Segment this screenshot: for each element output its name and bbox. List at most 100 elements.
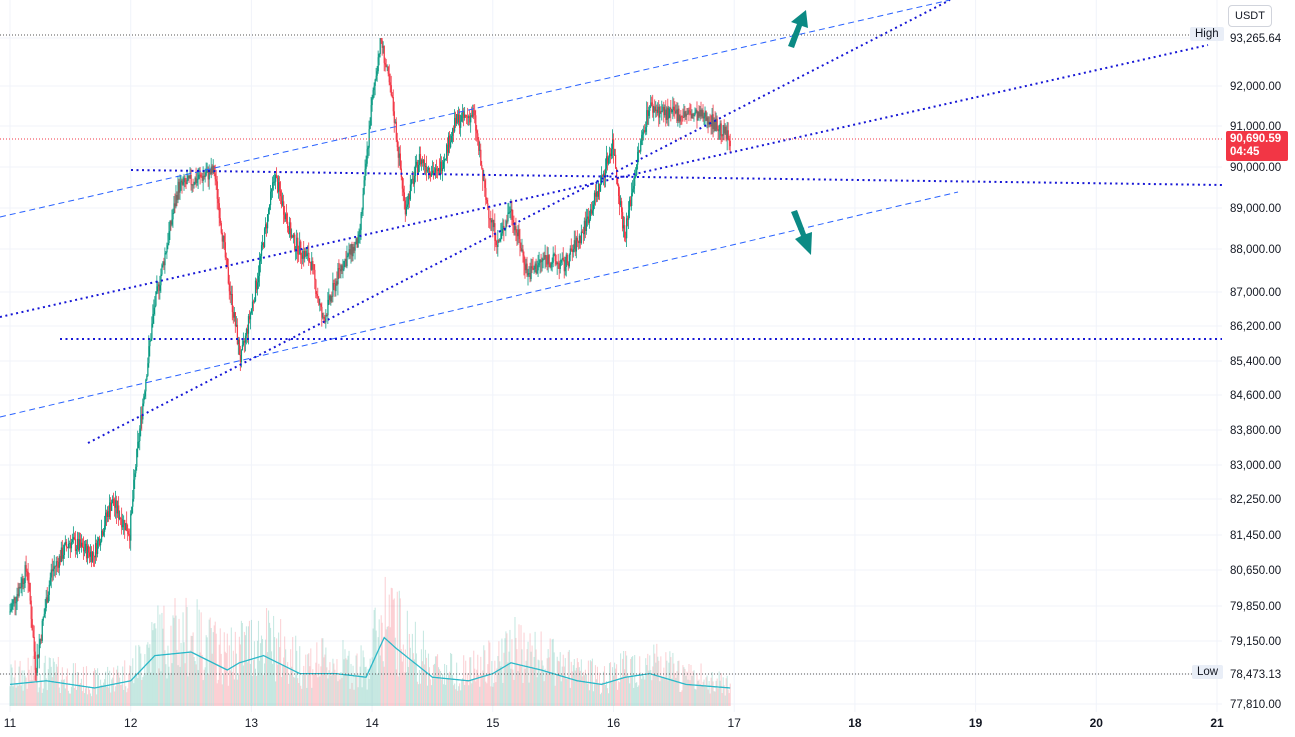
- volume-bar: [657, 656, 659, 706]
- volume-bar: [691, 675, 693, 706]
- candle-body: [637, 151, 639, 165]
- price-axis[interactable]: 93,265.64 92,000.00 91,000.00 90,000.00 89,0…: [1230, 33, 1282, 711]
- candle-body: [282, 201, 284, 206]
- candle-body: [575, 237, 577, 252]
- volume-bar: [598, 672, 601, 706]
- candle-body: [576, 237, 578, 242]
- candle-body: [410, 179, 413, 185]
- volume-bar: [84, 688, 87, 706]
- candle-body: [180, 180, 182, 183]
- candle-body: [660, 111, 662, 113]
- candle-body: [438, 168, 441, 175]
- candle-body: [662, 106, 664, 111]
- candle-body: [33, 636, 35, 652]
- candle-body: [447, 144, 449, 153]
- candle-body: [625, 237, 627, 239]
- volume-bar: [559, 652, 561, 706]
- candle-body: [86, 546, 89, 559]
- candle-body: [405, 206, 407, 215]
- breakout-up-arrow[interactable]: [788, 10, 808, 48]
- time-axis[interactable]: 11 12 13 14 15 16 17 18 19 20 21: [4, 716, 1224, 730]
- breakdown-down-arrow[interactable]: [791, 210, 812, 255]
- candle-body: [109, 502, 111, 517]
- candle-body: [284, 214, 286, 220]
- volume-bar: [211, 653, 213, 706]
- volume-bar: [575, 667, 577, 706]
- candle-body: [717, 129, 719, 132]
- volume-bar: [368, 679, 370, 706]
- x-tick-label: 21: [1210, 716, 1224, 730]
- volume-bar: [453, 685, 455, 706]
- volume-ma-line: [9, 636, 731, 689]
- volume-bar: [359, 666, 361, 706]
- volume-bar: [492, 686, 494, 706]
- volume-bar: [379, 655, 381, 706]
- candle-body: [99, 538, 101, 546]
- volume-bar: [327, 678, 329, 706]
- volume-bar: [427, 653, 430, 706]
- volume-bar: [718, 671, 720, 706]
- volume-bar: [533, 656, 535, 706]
- currency-button[interactable]: USDT: [1228, 5, 1272, 27]
- candle-body: [720, 123, 722, 136]
- candle-body: [190, 175, 192, 185]
- candle-body: [712, 114, 714, 130]
- volume-bar: [380, 615, 382, 706]
- volume-bar: [227, 685, 229, 706]
- volume-bar: [459, 683, 461, 706]
- volume-bar: [582, 671, 584, 706]
- volume-bar: [56, 666, 58, 706]
- volume-bar: [127, 688, 129, 706]
- candle-body: [186, 179, 188, 185]
- candle-body: [403, 192, 405, 201]
- candle-body: [516, 232, 518, 237]
- candle-body: [475, 115, 477, 131]
- candle-body: [543, 258, 545, 260]
- candle-body: [247, 316, 250, 334]
- candle-body: [610, 148, 613, 157]
- volume-bar: [77, 672, 79, 706]
- candle-body: [450, 141, 452, 148]
- candle-body: [342, 269, 344, 271]
- candle-body: [454, 117, 456, 132]
- candle-body: [629, 199, 631, 211]
- volume-bar: [361, 687, 363, 706]
- candle-body: [701, 110, 703, 117]
- volume-bar: [523, 632, 525, 706]
- candle-body: [135, 466, 137, 474]
- volume-bar: [58, 687, 60, 706]
- volume-bar: [510, 668, 512, 706]
- resistance-line[interactable]: [130, 169, 1223, 186]
- candle-body: [490, 220, 492, 223]
- volume-bar: [516, 649, 518, 706]
- candle-body: [219, 218, 221, 224]
- volume-bar: [296, 650, 298, 706]
- rising-trend-line[interactable]: [87, 0, 951, 444]
- trend-drawings[interactable]: [0, 0, 1223, 675]
- volume-bar: [722, 677, 724, 706]
- volume-bar: [251, 676, 254, 706]
- candle-body: [60, 547, 62, 562]
- volume-bar: [395, 669, 397, 706]
- candle-body: [658, 106, 660, 118]
- channel-upper-line[interactable]: [0, 0, 951, 218]
- candle-body: [251, 301, 254, 309]
- volume-bar: [295, 635, 297, 706]
- candle-body: [631, 193, 633, 207]
- volume-bar: [579, 670, 581, 706]
- candle-body: [643, 130, 645, 133]
- volume-bar: [280, 619, 282, 706]
- channel-lower-line[interactable]: [0, 191, 959, 418]
- volume-bars: [9, 576, 731, 706]
- volume-bar: [522, 682, 524, 706]
- volume-bar: [322, 638, 324, 706]
- volume-bar: [513, 679, 515, 706]
- candle-body: [126, 523, 128, 532]
- volume-bar: [317, 677, 319, 706]
- volume-bar: [431, 677, 434, 706]
- candle-body: [446, 144, 448, 159]
- volume-bar: [442, 673, 444, 706]
- candle-body: [672, 106, 674, 111]
- candle-body: [185, 182, 187, 185]
